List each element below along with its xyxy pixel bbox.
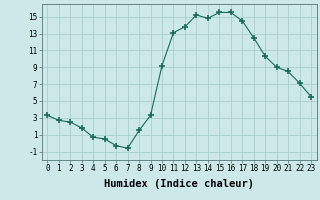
X-axis label: Humidex (Indice chaleur): Humidex (Indice chaleur): [104, 179, 254, 189]
